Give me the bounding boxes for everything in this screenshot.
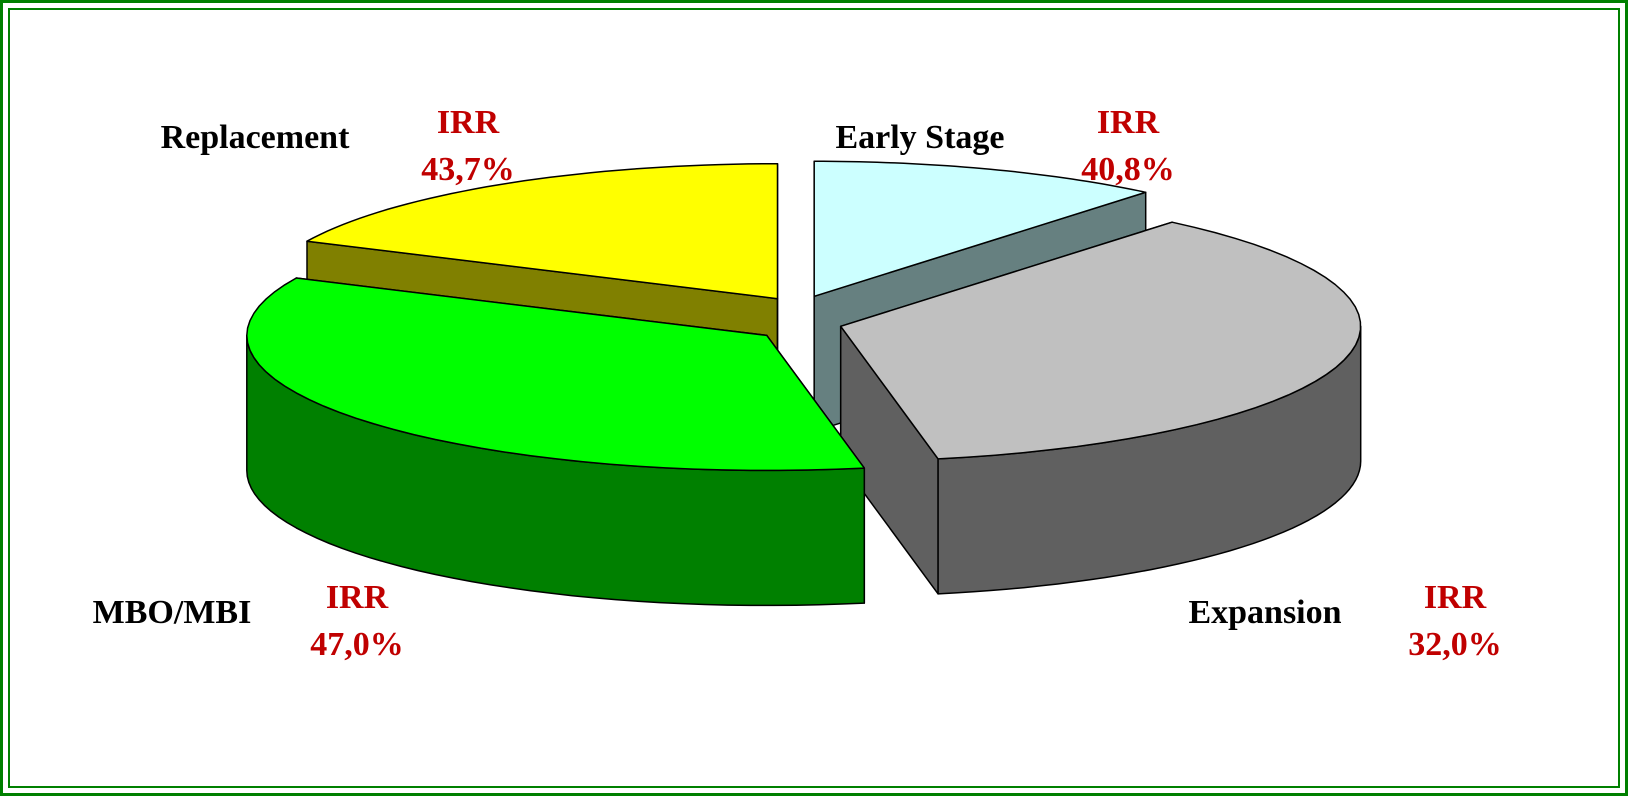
slice bbox=[813, 160, 1147, 298]
frame-inner bbox=[8, 8, 1620, 788]
category-label: MBO/MBI bbox=[93, 594, 252, 631]
irr-title: IRR bbox=[1097, 104, 1160, 141]
irr-label: 32,0% bbox=[1408, 626, 1502, 663]
pie bbox=[246, 160, 1362, 607]
irr-title: IRR bbox=[437, 104, 500, 141]
irr-title: IRR bbox=[1424, 579, 1487, 616]
irr-title: IRR bbox=[326, 579, 389, 616]
irr-label: 47,0% bbox=[310, 626, 404, 663]
irr-label: 40,8% bbox=[1081, 151, 1175, 188]
category-label: Early Stage bbox=[835, 119, 1004, 156]
category-label: Expansion bbox=[1188, 594, 1341, 631]
category-label: Replacement bbox=[161, 119, 351, 156]
slice bbox=[839, 221, 1362, 460]
irr-label: 43,7% bbox=[421, 151, 515, 188]
slice bbox=[246, 277, 866, 472]
slice bbox=[306, 162, 779, 300]
